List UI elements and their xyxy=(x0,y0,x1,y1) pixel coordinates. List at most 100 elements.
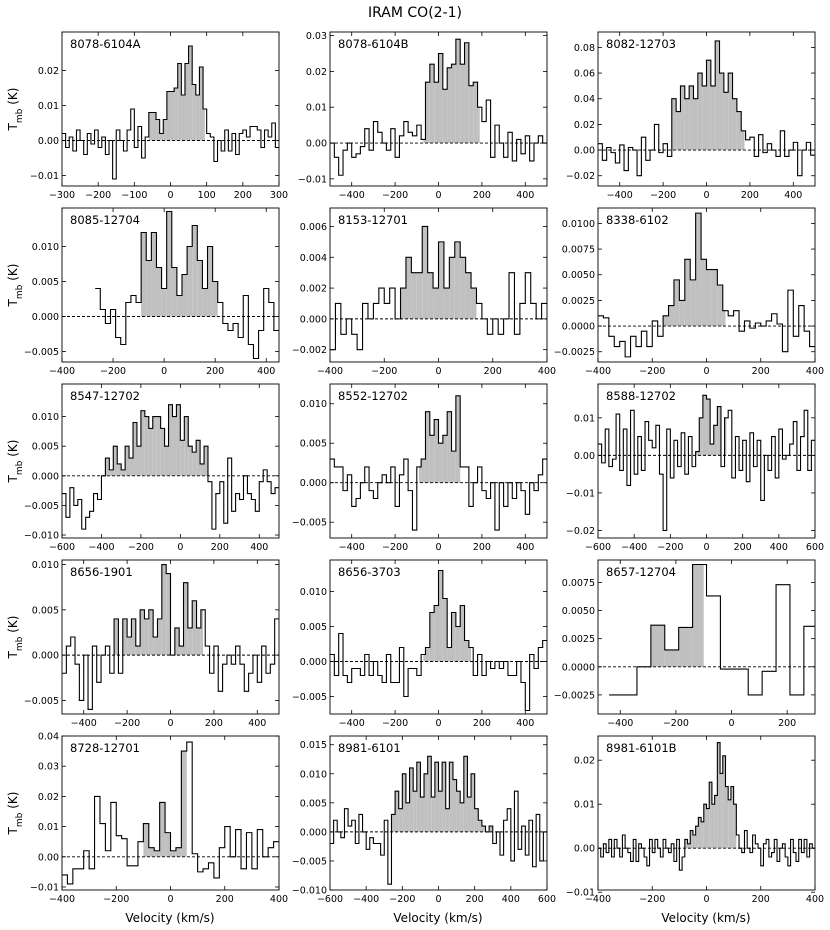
spectrum-line xyxy=(62,741,279,885)
emission-fill-bar xyxy=(176,404,181,476)
emission-fill-bar xyxy=(117,463,122,476)
y-axis-label: Tmb (K) xyxy=(6,88,25,132)
panel-8656-3703: −400 −200 0 200 400 −0.005 0.000 0.005 0.010 8656… xyxy=(292,559,548,729)
y-tick-label: −0.0025 xyxy=(554,690,595,701)
y-tick-label: 0.006 xyxy=(300,222,327,233)
emission-fill-bar xyxy=(695,826,699,849)
panel-label: 8153-12701 xyxy=(338,213,408,227)
y-tick-label: 0.0000 xyxy=(562,662,595,673)
y-tick-label: −0.005 xyxy=(24,696,59,707)
emission-fill-bar xyxy=(153,637,158,656)
y-tick-label: 0.010 xyxy=(300,587,327,598)
y-tick-label: 0.02 xyxy=(574,120,595,131)
emission-fill-bar xyxy=(468,647,472,662)
x-tick-label: 400 xyxy=(516,718,534,729)
plot-area xyxy=(330,38,547,176)
emission-fill-bar xyxy=(713,425,718,456)
emission-fill-bar xyxy=(703,804,707,849)
panel-8981-6101B: −400 −200 0 200 400 −0.01 0.00 0.01 0.02 8981-610… xyxy=(566,735,824,905)
emission-fill-bar xyxy=(429,64,435,144)
panel-label: 8552-12702 xyxy=(338,389,408,403)
emission-fill-bar xyxy=(166,211,172,317)
emission-fill-bar xyxy=(405,257,412,319)
emission-fill-bar xyxy=(447,67,452,144)
x-tick-label: 0 xyxy=(161,366,167,377)
y-tick-label: 0.010 xyxy=(32,560,59,571)
y-tick-label: 0.0025 xyxy=(562,634,595,645)
emission-fill-bar xyxy=(400,288,406,319)
y-tick-label: 0.02 xyxy=(38,792,59,803)
emission-fill-bar xyxy=(695,213,702,327)
emission-fill-bar xyxy=(133,422,137,476)
emission-fill-bar xyxy=(113,446,118,476)
x-tick-label: −200 xyxy=(639,894,665,905)
spectrum-line xyxy=(62,45,279,180)
emission-fill-bar xyxy=(710,444,714,456)
panel-8085-12704: −400 −200 0 200 400 −0.005 0.000 0.005 0.010 8085… xyxy=(6,207,280,377)
plot-area xyxy=(62,210,279,360)
x-axis-label-col1: Velocity (km/s) xyxy=(125,911,214,925)
spectrum-line xyxy=(330,755,547,885)
emission-fill-bar xyxy=(438,241,444,319)
y-tick-label: −0.01 xyxy=(30,171,59,182)
panel-8728-12701: −400 −200 0 200 400 −0.01 0.00 0.01 0.02 0.03 0.04… xyxy=(6,732,288,906)
emission-fill-bar xyxy=(471,288,477,319)
emission-fill-bar xyxy=(451,612,456,662)
x-tick-label: −400 xyxy=(49,366,75,377)
panel-8153-12701: −400 −200 0 200 400 −0.002 0.000 0.002 0.004 0.00… xyxy=(292,207,556,377)
x-tick-label: 0 xyxy=(435,894,441,905)
emission-fill-bar xyxy=(405,802,410,832)
y-tick-label: 0.015 xyxy=(300,740,327,751)
y-tick-label: 0.005 xyxy=(300,798,327,809)
x-tick-label: −200 xyxy=(114,718,140,729)
emission-fill-bar xyxy=(452,779,457,832)
y-tick-label: −0.005 xyxy=(24,347,59,358)
emission-fill-bar xyxy=(159,133,164,141)
x-axis-labels: Velocity (km/s) Velocity (km/s) Velocity… xyxy=(125,911,750,925)
emission-fill-bar xyxy=(127,637,132,656)
x-tick-label: 200 xyxy=(211,542,229,553)
y-tick-label: 0.000 xyxy=(32,651,59,662)
emission-fill-bar xyxy=(463,756,468,832)
emission-fill-bar xyxy=(192,600,197,656)
emission-fill-bar xyxy=(199,67,204,141)
y-tick-label: 0.01 xyxy=(38,101,59,112)
panel-label: 8078-6104B xyxy=(338,37,409,51)
x-tick-label: −400 xyxy=(339,542,365,553)
emission-fill-bar xyxy=(720,773,723,849)
emission-fill-bar xyxy=(438,791,443,832)
x-tick-label: −100 xyxy=(121,190,147,201)
emission-fill-bar xyxy=(438,53,443,144)
y-tick-label: 0.010 xyxy=(32,412,59,423)
emission-fill-bar xyxy=(148,428,153,476)
emission-fill-bar xyxy=(736,111,742,151)
y-tick-label: 0.0000 xyxy=(562,322,595,333)
emission-fill-bar xyxy=(166,573,171,656)
emission-fill-bar xyxy=(438,443,443,483)
y-tick-label: −0.005 xyxy=(292,856,327,867)
emission-fill-bar xyxy=(122,618,128,656)
emission-fill-bar xyxy=(474,808,479,832)
emission-fill-bar xyxy=(176,295,182,317)
emission-fill-bar xyxy=(125,446,130,476)
emission-fill-bar xyxy=(170,850,176,857)
y-tick-label: −0.005 xyxy=(292,518,327,529)
plot-area xyxy=(598,742,815,871)
x-tick-label: 0 xyxy=(703,542,709,553)
emission-fill-bar xyxy=(663,315,669,327)
panel-8547-12702: −600 −400 −200 0 200 400 −0.010 −0.005 0.000 0.00… xyxy=(6,383,280,553)
axes-frame xyxy=(597,559,816,715)
panel-label: 8656-3703 xyxy=(338,565,401,579)
y-tick-label: −0.002 xyxy=(292,345,327,356)
emission-fill-bar xyxy=(170,91,175,141)
x-tick-label: 0 xyxy=(435,366,441,377)
axes-frame xyxy=(61,383,280,539)
x-axis-label-col2: Velocity (km/s) xyxy=(393,911,482,925)
emission-fill-bar xyxy=(692,564,704,667)
y-tick-label: 0.0050 xyxy=(562,270,595,281)
x-tick-label: 400 xyxy=(516,542,534,553)
y-tick-label: 0.0025 xyxy=(562,296,595,307)
x-tick-label: −200 xyxy=(128,542,154,553)
x-tick-label: −400 xyxy=(607,190,633,201)
emission-fill-bar xyxy=(157,618,162,656)
